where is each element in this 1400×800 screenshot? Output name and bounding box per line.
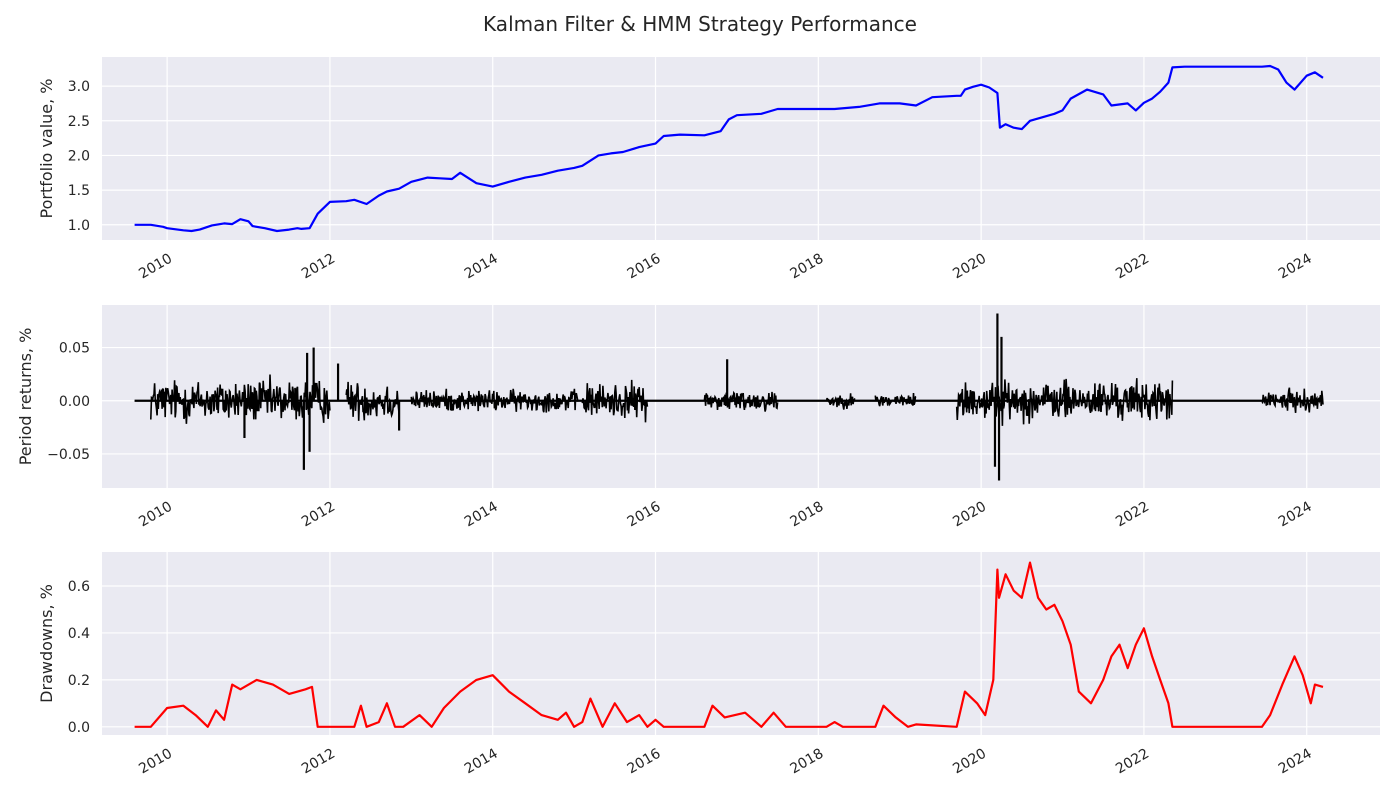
portfolio-value-ylabel: Portfolio value, % bbox=[37, 79, 56, 219]
drawdowns-xtick-label: 2018 bbox=[787, 746, 826, 778]
period-returns-noise-segment bbox=[345, 381, 400, 421]
period-returns-ytick-label: 0.00 bbox=[59, 394, 90, 410]
period-returns-xtick-label: 2022 bbox=[1113, 499, 1152, 531]
period-returns-ytick-label: −0.05 bbox=[47, 447, 90, 463]
portfolio-value-xtick-label: 2018 bbox=[787, 251, 826, 283]
drawdowns-ytick-label: 0.6 bbox=[68, 579, 90, 595]
figure-title: Kalman Filter & HMM Strategy Performance bbox=[483, 12, 917, 36]
drawdowns-ylabel: Drawdowns, % bbox=[37, 584, 56, 703]
drawdowns-xtick-label: 2024 bbox=[1276, 746, 1315, 778]
portfolio-value-ytick-label: 2.0 bbox=[68, 148, 90, 164]
drawdowns-xtick-label: 2014 bbox=[462, 746, 501, 778]
portfolio-value-line bbox=[134, 64, 1324, 233]
period-returns-noise-segment bbox=[703, 390, 779, 412]
drawdowns-line bbox=[134, 561, 1324, 728]
period-returns-noise-segment bbox=[1261, 387, 1324, 413]
drawdowns-ytick-label: 0.2 bbox=[68, 673, 90, 689]
drawdowns-plot-area bbox=[102, 552, 1380, 735]
period-returns-noise-segment bbox=[825, 393, 856, 410]
portfolio-value-plot-area bbox=[102, 57, 1380, 240]
portfolio-value-ytick-label: 2.5 bbox=[68, 114, 90, 130]
drawdowns-xtick-label: 2020 bbox=[950, 746, 989, 778]
drawdowns-xtick-label: 2016 bbox=[625, 746, 664, 778]
drawdowns-xtick-label: 2010 bbox=[136, 746, 175, 778]
period-returns-noise-segment bbox=[150, 374, 331, 424]
portfolio-value-ytick-label: 1.5 bbox=[68, 183, 90, 199]
period-returns-noise-segment bbox=[955, 378, 1174, 426]
period-returns-xtick-label: 2024 bbox=[1276, 499, 1315, 531]
portfolio-value-xtick-label: 2024 bbox=[1276, 251, 1315, 283]
portfolio-value-xtick-label: 2020 bbox=[950, 251, 989, 283]
drawdowns-panel: 0.0 0.2 0.4 0.6 2010 2012 2014 2016 2018 2020 202… bbox=[37, 552, 1380, 777]
drawdowns-xtick-label: 2022 bbox=[1113, 746, 1152, 778]
period-returns-ylabel: Period returns, % bbox=[16, 328, 35, 466]
period-returns-xtick-label: 2010 bbox=[136, 499, 175, 531]
period-returns-xtick-label: 2018 bbox=[787, 499, 826, 531]
period-returns-noise-segment bbox=[874, 393, 917, 407]
portfolio-value-xtick-label: 2022 bbox=[1113, 251, 1152, 283]
portfolio-value-panel: 1.0 1.5 2.0 2.5 3.0 2010 2012 2014 2016 2018 2020… bbox=[37, 57, 1380, 282]
portfolio-value-xtick-label: 2016 bbox=[625, 251, 664, 283]
period-returns-xtick-label: 2012 bbox=[299, 499, 338, 531]
portfolio-value-xtick-label: 2010 bbox=[136, 251, 175, 283]
period-returns-noise-segment bbox=[581, 379, 649, 423]
period-returns-xtick-label: 2014 bbox=[462, 499, 501, 531]
portfolio-value-ytick-label: 3.0 bbox=[68, 79, 90, 95]
portfolio-value-xtick-label: 2014 bbox=[462, 251, 501, 283]
drawdowns-xtick-label: 2012 bbox=[299, 746, 338, 778]
period-returns-xtick-label: 2020 bbox=[950, 499, 989, 531]
period-returns-panel: −0.05 0.00 0.05 2010 2012 2014 2016 2018 2020 20… bbox=[16, 305, 1380, 530]
portfolio-value-ytick-label: 1.0 bbox=[68, 218, 90, 234]
period-returns-noise-segment bbox=[410, 388, 579, 413]
period-returns-ytick-label: 0.05 bbox=[59, 341, 90, 357]
period-returns-xtick-label: 2016 bbox=[625, 499, 664, 531]
drawdowns-ytick-label: 0.0 bbox=[68, 720, 90, 736]
drawdowns-ytick-label: 0.4 bbox=[68, 626, 90, 642]
portfolio-value-xtick-label: 2012 bbox=[299, 251, 338, 283]
